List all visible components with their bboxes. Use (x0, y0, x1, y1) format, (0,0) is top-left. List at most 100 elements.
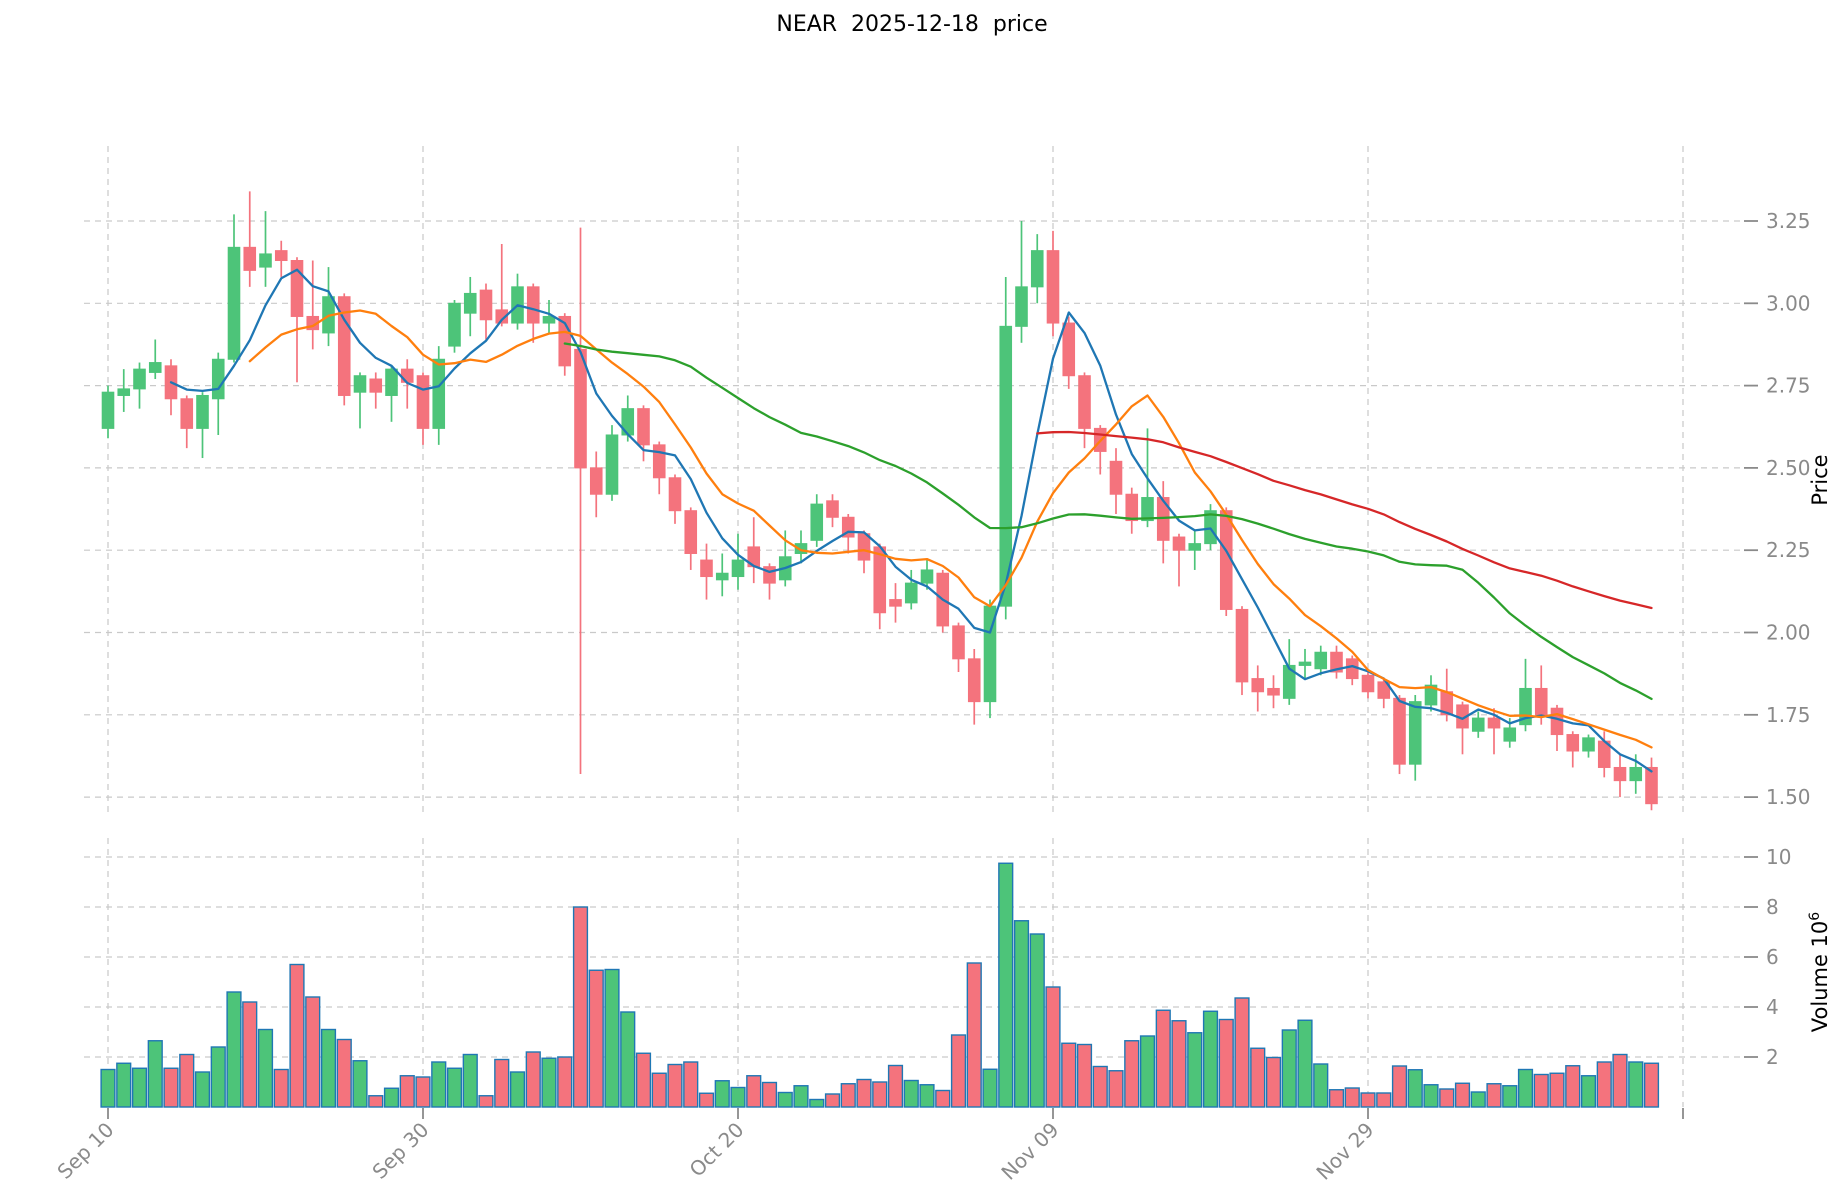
volume-bar (242, 1001, 258, 1108)
volume-bar (698, 1092, 715, 1108)
price-tick-label: 2.75 (1766, 374, 1811, 398)
candle-body (1030, 250, 1044, 288)
volume-bar (509, 1071, 526, 1108)
candle-body (526, 286, 540, 324)
candle-body (889, 599, 902, 607)
candle-body (841, 516, 855, 538)
volume-bar (935, 1089, 951, 1108)
x-tick-label: Oct 20 (685, 1118, 749, 1182)
candle-body (196, 394, 209, 429)
price-tick-label: 1.50 (1766, 785, 1811, 809)
volume-bar (368, 1095, 384, 1108)
volume-bar (1391, 1065, 1408, 1108)
price-tick-label: 2.25 (1766, 538, 1811, 562)
candle-body (1629, 766, 1643, 782)
volume-bar (131, 1067, 148, 1108)
candle-body (558, 315, 572, 367)
candle-body (353, 375, 367, 393)
candle-body (1534, 687, 1548, 716)
volume-bar (305, 996, 321, 1108)
volume-bar (1013, 920, 1030, 1108)
volume-bar (541, 1057, 557, 1108)
candle-body (243, 246, 257, 271)
volume-bar (478, 1095, 494, 1108)
volume-bar (116, 1062, 132, 1108)
volume-bar (257, 1028, 274, 1108)
candle-body (904, 582, 918, 604)
candle-body (1550, 707, 1564, 736)
candle-body (794, 543, 808, 554)
volume-bar (746, 1075, 762, 1108)
candle-body (1015, 286, 1028, 327)
volume-tick-label: 4 (1766, 995, 1779, 1019)
candle-body (385, 368, 398, 396)
volume-bar (336, 1038, 352, 1108)
volume-bar (1612, 1053, 1628, 1108)
candle-body (1125, 493, 1139, 522)
volume-bar (1061, 1042, 1077, 1108)
candle-body (1298, 661, 1312, 666)
candle-body (1204, 510, 1217, 545)
volume-bar (998, 862, 1014, 1108)
candle-body (227, 246, 241, 360)
candle-body (1330, 651, 1343, 673)
volume-tick-label: 10 (1766, 845, 1791, 869)
candle-body (1503, 727, 1517, 742)
volume-bar (1565, 1065, 1581, 1108)
volume-bar (1092, 1065, 1108, 1108)
volume-bar (1533, 1073, 1549, 1108)
candle-body (952, 625, 965, 660)
volume-bar (1139, 1035, 1156, 1108)
volume-bar (683, 1061, 699, 1108)
candle-body (416, 375, 430, 429)
chart-title: NEAR 2025-12-18 price (776, 12, 1047, 37)
mav30-line (563, 342, 1653, 701)
volume-bar (714, 1080, 730, 1108)
volume-bar (730, 1086, 746, 1108)
candle-body (495, 309, 509, 324)
volume-bar (1517, 1068, 1534, 1108)
volume-bar (163, 1067, 179, 1108)
candle-body (1345, 658, 1359, 680)
volume-bar (1297, 1019, 1313, 1108)
volume-bar (1029, 933, 1045, 1108)
volume-bar (635, 1052, 652, 1108)
volume-axis-exponent: 6 (1807, 912, 1823, 921)
mav5-line (169, 268, 1653, 773)
candle-body (1267, 687, 1280, 696)
volume-bar (1486, 1083, 1502, 1108)
candle-body (1141, 497, 1154, 522)
volume-bar (588, 969, 604, 1108)
volume-bar (1360, 1092, 1376, 1108)
candle-body (211, 358, 225, 400)
candle-body (290, 260, 304, 317)
volume-bar (462, 1053, 478, 1108)
candle-body (479, 289, 493, 321)
candle-body (857, 533, 871, 561)
volume-bar (415, 1076, 431, 1108)
candle-body (715, 572, 729, 581)
volume-bar (1265, 1056, 1282, 1108)
candle-body (731, 559, 745, 578)
candle-body (999, 325, 1013, 607)
candle-body (873, 546, 887, 614)
volume-bar (604, 968, 620, 1108)
volume-bar (1124, 1040, 1140, 1108)
mav60-line (1036, 430, 1653, 610)
volume-bar (289, 963, 305, 1108)
candle-body (448, 302, 461, 347)
candle-body (1487, 717, 1501, 729)
candle-body (826, 500, 839, 518)
volume-bar (383, 1087, 400, 1108)
volume-bar (620, 1011, 636, 1108)
candle-body (180, 398, 194, 429)
candle-body (1471, 717, 1485, 732)
candle-body (1393, 697, 1406, 765)
candle-body (1109, 460, 1123, 495)
candle-body (810, 503, 824, 541)
candle-body (684, 510, 698, 554)
volume-bar (1313, 1063, 1329, 1108)
candle-body (1408, 701, 1422, 765)
volume-tick-label: 8 (1766, 895, 1779, 919)
